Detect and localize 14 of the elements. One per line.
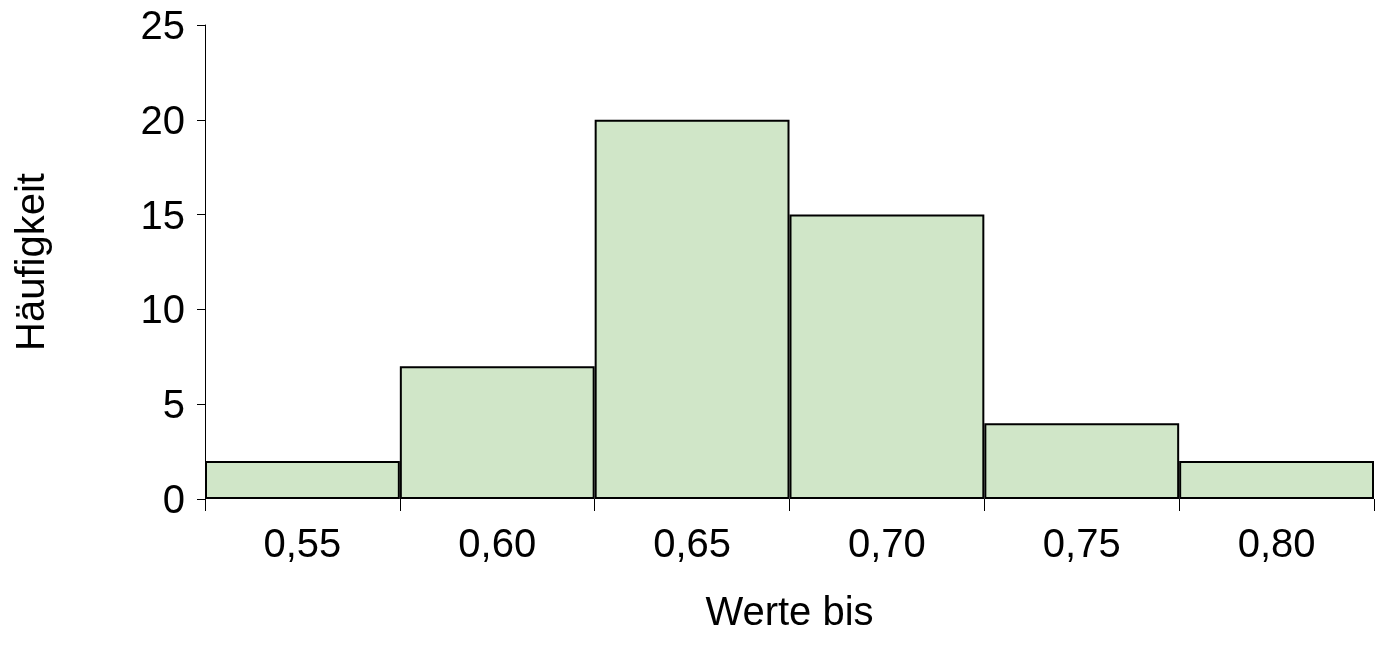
y-axis-title: Häufigkeit (8, 173, 52, 351)
x-tick-label: 0,70 (847, 521, 926, 565)
x-tick-label: 0,60 (458, 521, 537, 565)
x-tick-label: 0,65 (653, 521, 732, 565)
x-tick-label: 0,55 (263, 521, 342, 565)
y-tick-label: 25 (140, 3, 185, 47)
x-axis-title: Werte bis (705, 589, 874, 633)
x-tick-label: 0,75 (1042, 521, 1121, 565)
y-tick-label: 15 (140, 192, 185, 237)
y-tick-label: 0 (162, 477, 185, 521)
y-tick-label: 10 (140, 287, 185, 332)
y-tick-label: 20 (140, 97, 185, 142)
x-tick-label: 0,80 (1237, 521, 1316, 565)
y-tick-label: 5 (162, 382, 185, 427)
